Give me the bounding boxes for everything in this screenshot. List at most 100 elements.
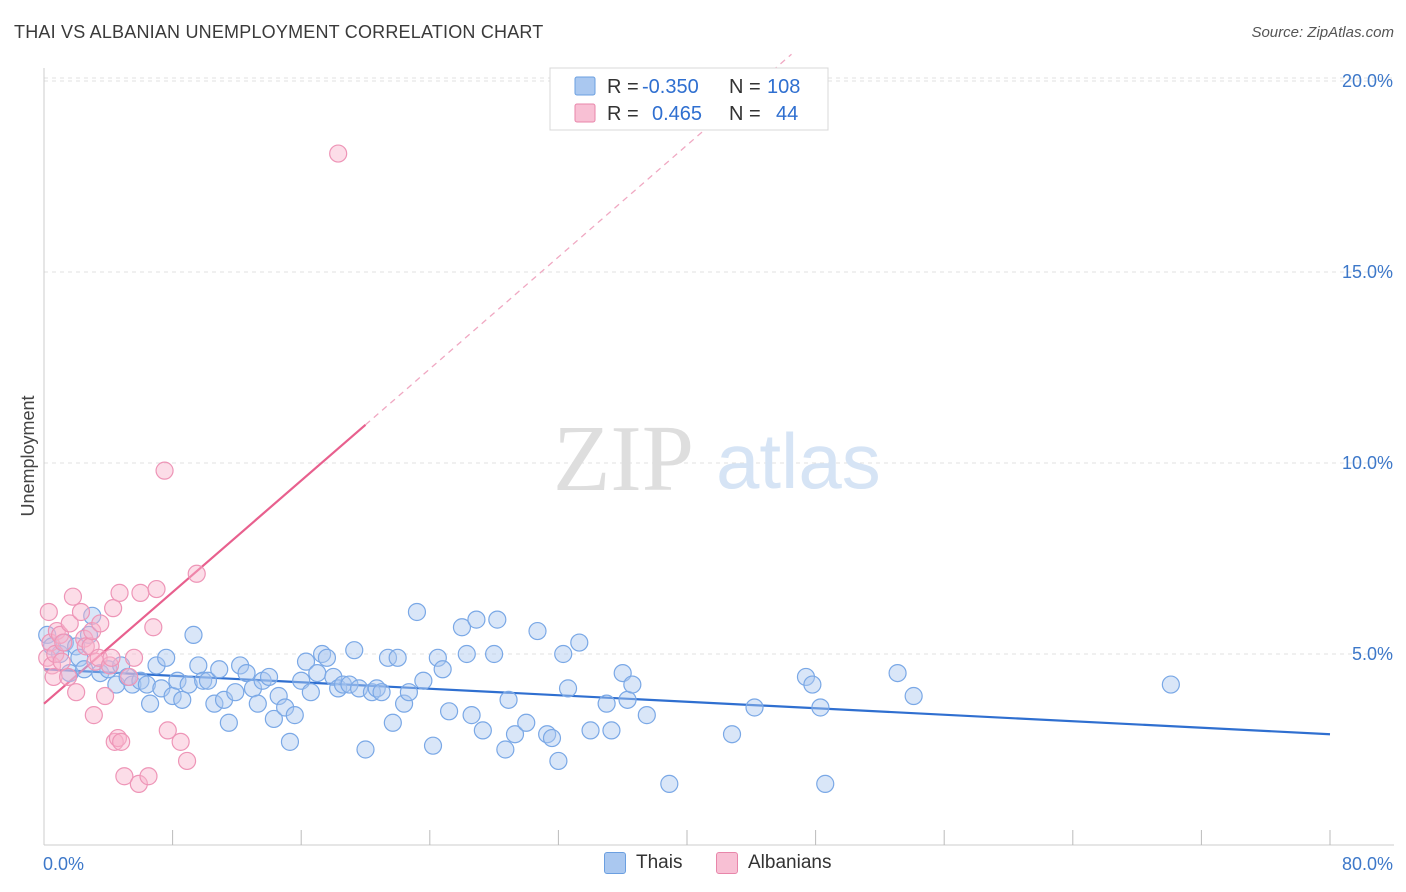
point-albanians (52, 652, 71, 671)
point-albanians (120, 667, 139, 687)
legend-n-label-thais: N = (729, 76, 761, 98)
point-thais (457, 644, 476, 664)
point-thais (210, 660, 229, 679)
point-thais (803, 675, 822, 694)
bottom-legend-albanians: Albanians (716, 852, 831, 874)
point-thais (140, 694, 160, 713)
point-thais (428, 648, 447, 667)
point-thais (219, 713, 238, 732)
point-thais (147, 656, 166, 675)
bottom-legend-label-thais: Thais (636, 852, 683, 873)
point-thais (394, 694, 414, 713)
point-albanians (187, 564, 206, 583)
point-albanians (158, 721, 177, 740)
watermark-atlas: atlas (716, 417, 881, 505)
y-tick-label: 15.0% (1342, 262, 1393, 282)
point-albanians (129, 774, 148, 793)
point-thais (324, 667, 343, 687)
point-albanians (177, 751, 197, 771)
legend-r-value-albanians: 0.465 (652, 103, 702, 125)
point-thais (378, 648, 398, 667)
point-thais (237, 663, 256, 683)
point-albanians (39, 602, 58, 622)
y-tick-label: 10.0% (1342, 453, 1393, 473)
y-tick-label: 5.0% (1352, 644, 1393, 664)
point-thais (226, 683, 245, 702)
source-label: Source: ZipAtlas.com (1251, 24, 1394, 41)
watermark-zip: ZIP (553, 407, 694, 511)
point-thais (473, 721, 492, 740)
point-thais (383, 713, 402, 732)
point-thais (388, 648, 407, 667)
point-albanians (42, 656, 62, 675)
point-thais (399, 683, 419, 702)
point-thais (467, 610, 486, 629)
point-thais (549, 751, 568, 771)
point-albanians (131, 583, 150, 602)
point-thais (317, 648, 337, 667)
point-thais (137, 675, 156, 694)
point-albanians (44, 667, 63, 687)
point-thais (248, 694, 267, 713)
point-thais (554, 644, 573, 664)
point-thais (198, 671, 218, 690)
point-thais (285, 706, 304, 725)
point-albanians (84, 706, 103, 725)
point-thais (888, 663, 907, 683)
point-thais (660, 774, 679, 793)
point-thais (623, 675, 642, 694)
legend-r-label-thais: R = (607, 76, 639, 98)
point-thais (301, 683, 320, 702)
bottom-legend-swatch-thais (604, 852, 626, 874)
point-thais (505, 725, 525, 744)
bottom-legend-label-albanians: Albanians (748, 852, 832, 873)
point-thais (904, 686, 923, 706)
point-albanians (139, 767, 158, 786)
point-thais (231, 656, 250, 675)
legend-n-value-thais: 108 (767, 76, 800, 98)
trend-line (43, 423, 367, 705)
point-thais (597, 694, 616, 713)
point-thais (276, 698, 295, 717)
point-albanians (41, 633, 60, 652)
point-thais (414, 671, 433, 690)
legend-swatch-albanians (574, 103, 596, 123)
point-albanians (76, 637, 95, 656)
point-albanians (54, 633, 73, 652)
gridlines (44, 77, 1394, 655)
point-thais (528, 621, 547, 641)
point-thais (581, 721, 600, 740)
point-thais (542, 728, 562, 748)
point-thais (308, 663, 327, 683)
point-thais (194, 671, 213, 690)
legend-n-value-albanians: 44 (776, 103, 798, 125)
point-albanians (155, 461, 174, 480)
legend-r-value-thais: -0.350 (642, 76, 699, 98)
point-thais (1161, 675, 1180, 694)
watermark: ZIP atlas (553, 407, 881, 511)
point-thais (340, 675, 359, 694)
point-thais (816, 774, 835, 793)
point-thais (496, 740, 515, 759)
point-albanians (63, 587, 83, 606)
point-thais (517, 713, 536, 732)
point-thais (179, 675, 198, 694)
point-albanians (67, 683, 86, 702)
point-thais (168, 671, 187, 690)
point-thais (173, 690, 192, 709)
point-thais (184, 625, 203, 645)
point-thais (618, 690, 637, 709)
point-thais (296, 652, 316, 671)
bottom-legend-thais: Thais (604, 852, 682, 874)
point-albanians (102, 648, 121, 667)
point-thais (485, 644, 504, 664)
point-albanians (144, 618, 163, 637)
tick-labels: 5.0% 10.0% 15.0% 20.0% 0.0% 80.0% (43, 71, 1393, 874)
point-albanians (91, 614, 110, 633)
point-thais (499, 690, 518, 709)
point-albanians (95, 686, 115, 706)
point-thais (264, 709, 283, 729)
bottom-legend-swatch-albanians (716, 852, 738, 874)
point-thais (189, 656, 208, 675)
